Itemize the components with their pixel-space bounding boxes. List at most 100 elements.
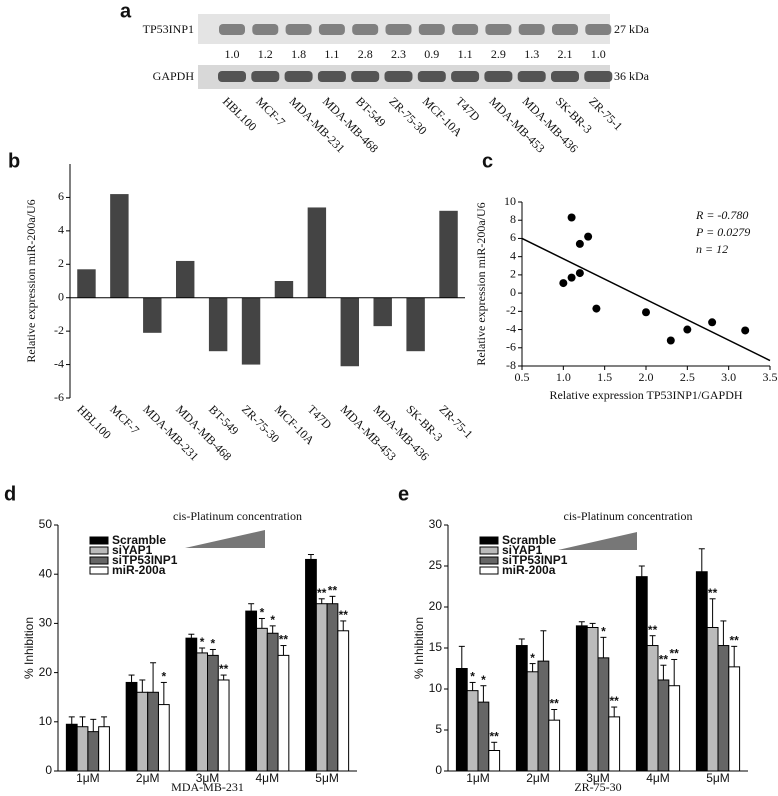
fit-line xyxy=(521,237,771,362)
bar xyxy=(455,668,468,772)
band xyxy=(585,24,612,35)
x-tick-label: 5μM xyxy=(315,771,339,785)
bar xyxy=(208,297,228,352)
point xyxy=(584,232,593,241)
point xyxy=(559,279,568,288)
point xyxy=(642,308,650,317)
band xyxy=(252,24,279,35)
legend-swatch xyxy=(89,566,109,575)
x-tick-label: 2.5 xyxy=(680,370,695,384)
annotation: n = 12 xyxy=(696,242,728,256)
significance: ** xyxy=(339,608,349,622)
ratio: 2.9 xyxy=(491,47,506,61)
band xyxy=(352,24,379,35)
legend-swatch xyxy=(89,556,109,565)
significance: * xyxy=(601,625,606,639)
band xyxy=(551,71,579,82)
bar xyxy=(337,630,350,772)
band xyxy=(451,71,480,82)
band xyxy=(484,71,513,82)
y-tick-label: -2 xyxy=(54,323,64,337)
band xyxy=(251,71,280,82)
x-tick-label: 1.0 xyxy=(556,370,571,384)
bar xyxy=(717,645,730,772)
legend-swatch xyxy=(89,546,109,555)
bar xyxy=(274,281,294,298)
bar xyxy=(245,610,258,772)
bar xyxy=(217,679,230,772)
band xyxy=(385,24,412,35)
bar xyxy=(668,685,681,772)
ratio: 1.3 xyxy=(524,47,539,61)
annotation: R = -0.780 xyxy=(695,208,748,222)
bar xyxy=(143,297,162,333)
y-tick-label: 10 xyxy=(429,681,443,695)
gradient-wedge xyxy=(185,530,265,548)
y-tick-label: 4 xyxy=(510,248,516,262)
y-axis-label: % Inhibition xyxy=(22,617,36,679)
ratio: 2.3 xyxy=(391,47,406,61)
bar xyxy=(466,690,479,772)
bar xyxy=(657,679,670,772)
bar xyxy=(586,627,599,772)
kda: 36 kDa xyxy=(614,69,650,83)
annotation: P = 0.0279 xyxy=(695,225,750,239)
band xyxy=(351,71,380,82)
x-tick-label: 2.0 xyxy=(639,370,654,384)
ratio: 0.9 xyxy=(424,47,439,61)
x-tick-label: HBL100 xyxy=(74,402,114,442)
band xyxy=(517,71,546,82)
point xyxy=(708,318,717,327)
y-tick-label: 20 xyxy=(429,599,443,613)
bar xyxy=(147,691,159,772)
ratio: 1.0 xyxy=(225,47,240,61)
y-tick-label: 6 xyxy=(58,189,64,203)
significance: ** xyxy=(708,586,718,600)
legend-label: siTP53INP1 xyxy=(112,553,178,567)
significance: * xyxy=(211,637,216,651)
x-axis-label: MDA-MB-231 xyxy=(171,780,244,794)
significance: * xyxy=(530,651,535,665)
bar xyxy=(136,691,149,772)
y-tick-label: 0 xyxy=(58,289,64,303)
bar xyxy=(373,297,392,327)
point xyxy=(666,336,675,345)
panel-label: b xyxy=(8,150,20,172)
bar xyxy=(305,558,317,772)
significance: * xyxy=(470,670,475,684)
ratio: 1.0 xyxy=(591,47,606,61)
bar xyxy=(526,671,539,772)
x-tick-label: 2μM xyxy=(526,771,550,785)
point xyxy=(741,326,750,335)
y-tick-label: 8 xyxy=(510,212,516,226)
significance: ** xyxy=(279,633,289,647)
cell-line: HBL100 xyxy=(220,94,260,134)
band xyxy=(418,24,445,35)
bar xyxy=(315,603,328,772)
legend-swatch xyxy=(479,536,499,545)
band xyxy=(285,24,312,35)
bar xyxy=(307,207,327,298)
significance: * xyxy=(200,635,205,649)
x-tick-label: 3.0 xyxy=(721,370,736,384)
y-tick-label: -6 xyxy=(54,390,64,404)
significance: * xyxy=(270,613,275,627)
legend-label: siYAP1 xyxy=(112,543,153,557)
bar xyxy=(76,726,89,772)
significance: ** xyxy=(328,584,338,598)
y-tick-label: 30 xyxy=(429,517,443,531)
bar xyxy=(256,627,268,772)
bar xyxy=(65,723,78,772)
bar xyxy=(175,260,195,298)
ratio: 2.8 xyxy=(358,47,373,61)
y-tick-label: 0 xyxy=(45,763,52,777)
control: GAPDH xyxy=(153,69,195,83)
y-tick-label: 0 xyxy=(435,763,442,777)
x-tick-label: 2μM xyxy=(136,771,160,785)
bar xyxy=(207,654,219,772)
x-tick-label: 4μM xyxy=(646,771,670,785)
legend-label: Scramble xyxy=(112,533,166,547)
bar xyxy=(477,701,490,772)
protein: TP53INP1 xyxy=(143,22,194,36)
panel-label: a xyxy=(120,0,132,22)
